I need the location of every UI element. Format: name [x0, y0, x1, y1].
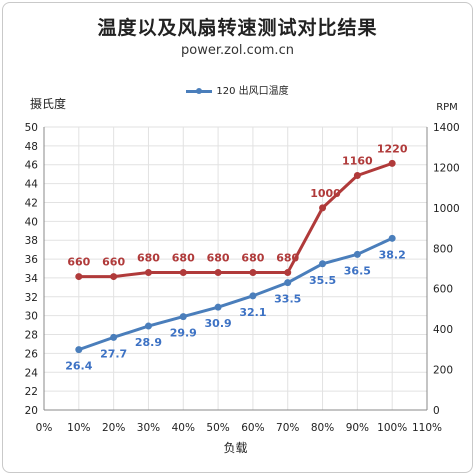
series-1-data-label: 36.5 [344, 264, 371, 277]
y-left-tick-label: 26 [25, 348, 39, 360]
x-tick-label: 10% [67, 422, 90, 434]
series-1-data-label: 30.9 [205, 317, 232, 330]
y-left-tick-label: 32 [25, 292, 38, 304]
series-2-point [284, 269, 292, 277]
y-left-tick-label: 30 [25, 311, 38, 323]
series-1-line [78, 236, 393, 352]
y-right-tick-label: 0 [433, 405, 440, 417]
series-1-point [353, 250, 361, 258]
series-1-point [388, 234, 396, 242]
y-left-tick-label: 50 [25, 122, 38, 134]
x-tick-label: 80% [311, 422, 334, 434]
series-1-point [144, 322, 152, 330]
y-left-tick-label: 22 [25, 386, 38, 398]
series-1-data-label: 29.9 [170, 327, 197, 340]
series-2-data-label: 1220 [377, 142, 408, 155]
series-1-data-label: 28.9 [135, 336, 162, 349]
y-right-tick-label: 1000 [433, 203, 460, 215]
y-left-tick-label: 20 [25, 405, 38, 417]
series-1-point [319, 260, 327, 268]
x-tick-label: 50% [206, 422, 229, 434]
x-tick-label: 30% [137, 422, 160, 434]
series-1-point [75, 346, 83, 354]
series-2-point [179, 269, 187, 277]
y-right-tick-label: 1200 [433, 162, 460, 174]
x-tick-label: 100% [377, 422, 407, 434]
series-1-data-label: 32.1 [239, 306, 266, 319]
series-2-data-label: 680 [276, 252, 299, 265]
legend-label-series-1: 120 出风口温度 [216, 86, 289, 97]
series-1-data-label: 26.4 [65, 360, 92, 373]
x-tick-label: 40% [172, 422, 195, 434]
series-2-data-label: 680 [172, 252, 195, 265]
y-left-tick-label: 40 [25, 216, 38, 228]
series-2-point [75, 273, 83, 281]
series-2-point [144, 269, 152, 277]
series-1-data-label: 27.7 [100, 347, 127, 360]
chart-title: 温度以及风扇转速测试对比结果 [97, 17, 378, 39]
y-left-tick-label: 42 [25, 197, 38, 209]
x-tick-label: 60% [241, 422, 264, 434]
series-2-line [78, 161, 393, 279]
y-left-tick-label: 28 [25, 330, 38, 342]
y-left-tick-label: 38 [25, 235, 38, 247]
series-2-data-label: 660 [102, 256, 125, 269]
series-2-data-label: 1160 [342, 155, 373, 168]
series-1-data-label: 35.5 [309, 274, 336, 287]
y-left-axis-label: 摄氏度 [30, 96, 66, 111]
series-2-point [214, 269, 222, 277]
series-2-point [319, 204, 327, 212]
series-2-data-label: 680 [207, 252, 230, 265]
chart-svg: 20 22 24 26 28 30 32 34 36 38 40 42 44 46 48 50 0 200 400 6… [25, 96, 460, 455]
x-tick-label: 70% [276, 422, 299, 434]
y-left-tick-label: 46 [25, 160, 39, 172]
legend: 120 出风口温度 [3, 82, 472, 97]
series-1-point [284, 279, 292, 287]
y-right-axis-label: RPM [436, 102, 458, 113]
x-tick-label: 20% [102, 422, 125, 434]
y-right-tick-label: 800 [433, 243, 453, 255]
series-1-point [214, 303, 222, 311]
y-left-tick-label: 36 [25, 254, 39, 266]
series-1-point [179, 313, 187, 321]
x-tick-label: 110% [412, 422, 442, 434]
series-2-data-label: 680 [241, 252, 264, 265]
series-2-data-label: 1000 [310, 187, 341, 200]
series-1-data-label: 38.2 [379, 248, 406, 261]
series-2-point [249, 269, 257, 277]
series-2-point [110, 273, 118, 281]
series-2-point [388, 159, 396, 167]
y-right-tick-label: 200 [433, 365, 453, 377]
y-left-tick-label: 34 [25, 273, 39, 285]
chart-subtitle: power.zol.com.cn [181, 43, 294, 58]
legend-line-marker [186, 87, 213, 94]
y-right-tick-label: 400 [433, 324, 453, 336]
y-right-tick-label: 1400 [433, 122, 460, 134]
y-left-tick-label: 44 [25, 179, 39, 191]
x-tick-label: 0% [36, 422, 53, 434]
series-1-data-label: 33.5 [274, 293, 301, 306]
y-left-tick-label: 24 [25, 367, 39, 379]
x-tick-label: 90% [346, 422, 369, 434]
x-axis-label: 负载 [223, 441, 247, 455]
series-2-data-label: 680 [137, 252, 160, 265]
y-right-tick-label: 600 [433, 284, 453, 296]
series-1-point [110, 333, 118, 341]
series-2-point [353, 172, 361, 180]
series-1-point [249, 292, 257, 300]
y-left-tick-label: 48 [25, 141, 38, 153]
series-2-data-label: 660 [67, 256, 90, 269]
